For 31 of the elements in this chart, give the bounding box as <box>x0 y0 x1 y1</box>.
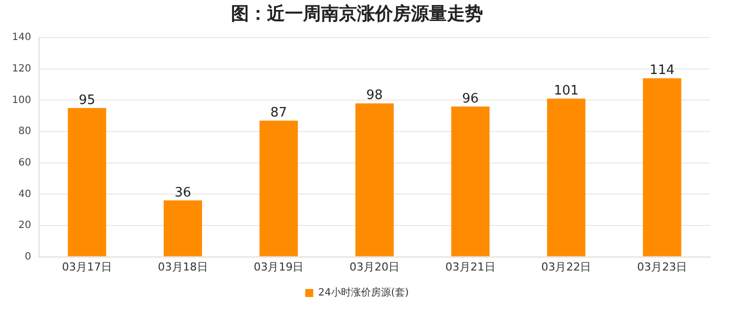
data-label: 96 <box>462 91 479 106</box>
data-label: 101 <box>554 84 579 99</box>
y-tick-label: 60 <box>18 157 32 168</box>
bar <box>355 103 394 256</box>
y-tick-label: 120 <box>12 64 32 75</box>
chart-title: 图：近一周南京涨价房源量走势 <box>231 3 483 24</box>
x-tick-label: 03月23日 <box>637 260 688 274</box>
data-label: 114 <box>650 63 674 78</box>
bar <box>164 200 202 256</box>
data-label: 36 <box>174 185 192 200</box>
y-tick-label: 40 <box>18 188 32 200</box>
x-tick-label: 03月19日 <box>254 260 304 274</box>
x-tick-label: 03月17日 <box>62 260 112 274</box>
legend-label: 24小时涨价房源(套) <box>318 286 409 299</box>
data-label: 87 <box>270 105 287 120</box>
bar <box>547 98 586 256</box>
y-tick-label: 20 <box>18 220 32 232</box>
y-tick-label: 80 <box>18 126 32 138</box>
y-tick-label: 0 <box>24 251 32 262</box>
x-tick-label: 03月18日 <box>158 260 208 274</box>
data-label: 98 <box>366 88 383 104</box>
x-tick-label: 03月22日 <box>541 260 592 274</box>
y-tick-label: 100 <box>12 94 32 106</box>
bar <box>260 120 298 256</box>
x-tick-label: 03月21日 <box>445 260 496 274</box>
y-tick-label: 140 <box>12 32 32 44</box>
x-tick-label: 03月20日 <box>350 260 400 274</box>
bar <box>451 106 490 256</box>
bar <box>68 108 106 256</box>
bar <box>642 78 682 256</box>
data-label: 95 <box>78 92 96 108</box>
